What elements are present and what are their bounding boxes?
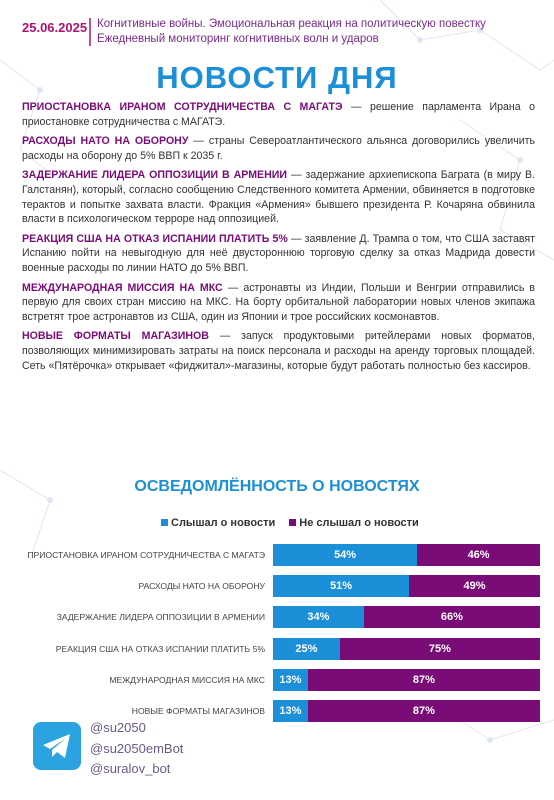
- bar: 13%: [273, 700, 308, 722]
- page-title: НОВОСТИ ДНЯ: [156, 60, 398, 95]
- header-line: Ежедневный мониторинг когнитивных волн и…: [97, 33, 379, 45]
- news-item: ПРИОСТАНОВКА ИРАНОМ СОТРУДНИЧЕСТВА С МАГ…: [22, 100, 535, 129]
- category-label: ПРИОСТАНОВКА ИРАНОМ СОТРУДНИЧЕСТВА С МАГ…: [27, 550, 265, 560]
- news-headline: РЕАКЦИЯ США НА ОТКАЗ ИСПАНИИ ПЛАТИТЬ 5%: [22, 232, 288, 245]
- news-headline: НОВЫЕ ФОРМАТЫ МАГАЗИНОВ: [22, 330, 209, 343]
- handle: @su2050: [90, 720, 146, 735]
- chart-title: ОСВЕДОМЛЁННОСТЬ О НОВОСТЯХ: [134, 478, 420, 495]
- value-label: 49%: [463, 580, 486, 593]
- date: 25.06.2025: [22, 20, 88, 35]
- bar: 66%: [363, 606, 540, 629]
- bar: 13%: [273, 668, 308, 691]
- value-label: 87%: [412, 673, 435, 686]
- value-label: 75%: [428, 642, 451, 655]
- news-text: — запуск продуктовыми ритейлерами новых …: [22, 330, 536, 372]
- news-item: НОВЫЕ ФОРМАТЫ МАГАЗИНОВ — запуск продукт…: [22, 329, 535, 373]
- news-item: РЕАКЦИЯ США НА ОТКАЗ ИСПАНИИ ПЛАТИТЬ 5% …: [22, 232, 535, 276]
- value-label: 46%: [467, 549, 490, 561]
- bar: 51%: [273, 575, 410, 598]
- bar: 25%: [273, 637, 340, 660]
- value-label: 34%: [307, 611, 330, 624]
- news-headline: РАСХОДЫ НАТО НА ОБОРОНУ: [22, 135, 189, 148]
- news-headline: ПРИОСТАНОВКА ИРАНОМ СОТРУДНИЧЕСТВА С МАГ…: [22, 101, 343, 113]
- value-label: 51%: [330, 580, 353, 593]
- bar: 34%: [273, 606, 364, 629]
- news-item: МЕЖДУНАРОДНАЯ МИССИЯ НА МКС — астронавты…: [22, 281, 535, 325]
- handle: @su2050emBot: [90, 740, 184, 756]
- news-text: — страны Североатлантического альянса до…: [22, 135, 536, 162]
- value-label: 66%: [440, 611, 463, 624]
- legend-swatch: [161, 519, 168, 526]
- category-label: НОВЫЕ ФОРМАТЫ МАГАЗИНОВ: [131, 706, 265, 716]
- value-label: 13%: [279, 705, 302, 717]
- category-label: МЕЖДУНАРОДНАЯ МИССИЯ НА МКС: [109, 674, 265, 685]
- telegram-icon: [33, 722, 81, 770]
- handle: @suralov_bot: [90, 761, 171, 776]
- value-label: 87%: [412, 705, 435, 717]
- news-item: ЗАДЕРЖАНИЕ ЛИДЕРА ОППОЗИЦИИ В АРМЕНИИ — …: [22, 168, 535, 226]
- value-label: 54%: [334, 549, 357, 561]
- category-label: РЕАКЦИЯ США НА ОТКАЗ ИСПАНИИ ПЛАТИТЬ 5%: [55, 643, 265, 654]
- bar: 46%: [417, 544, 540, 566]
- news-text: — астронавты из Индии, Польши и Венгрии …: [22, 281, 535, 323]
- bar: 54%: [273, 544, 418, 566]
- legend-swatch: [289, 519, 297, 526]
- bar: 87%: [307, 668, 540, 691]
- header-line: Когнитивные войны. Эмоциональная реакция…: [97, 18, 486, 30]
- bar: 49%: [409, 575, 540, 598]
- news-headline: МЕЖДУНАРОДНАЯ МИССИЯ НА МКС: [22, 281, 223, 294]
- category-label: РАСХОДЫ НАТО НА ОБОРОНУ: [138, 581, 265, 592]
- value-label: 13%: [279, 673, 302, 686]
- news-headline: ЗАДЕРЖАНИЕ ЛИДЕРА ОППОЗИЦИИ В АРМЕНИИ: [22, 169, 287, 182]
- news-list: ПРИОСТАНОВКА ИРАНОМ СОТРУДНИЧЕСТВА С МАГ…: [22, 100, 535, 378]
- category-label: ЗАДЕРЖАНИЕ ЛИДЕРА ОППОЗИЦИИ В АРМЕНИИ: [56, 612, 265, 623]
- news-item: РАСХОДЫ НАТО НА ОБОРОНУ — страны Североа…: [22, 134, 535, 163]
- legend: Слышал о новости Не слышал о новости: [155, 517, 427, 529]
- bar: 87%: [307, 700, 540, 722]
- value-label: 25%: [295, 642, 318, 655]
- news-text: — заявление Д. Трампа о том, что США зас…: [22, 232, 535, 274]
- legend-label: Не слышал о новости: [299, 517, 419, 529]
- news-text: — решение парламента Ирана о приостановк…: [22, 101, 535, 128]
- legend-label: Слышал о новости: [171, 517, 276, 529]
- news-text: — задержание архиепископа Баграта (в мир…: [22, 169, 535, 226]
- bar: 75%: [339, 637, 540, 660]
